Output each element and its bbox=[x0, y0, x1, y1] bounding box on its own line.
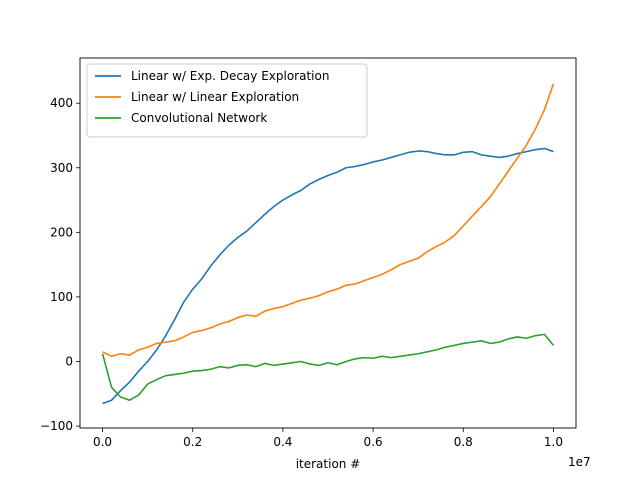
x-axis-ticks: 0.0 0.2 0.4 0.6 0.8 1.0 bbox=[93, 428, 563, 449]
x-tick-label: 0.8 bbox=[454, 435, 473, 449]
x-axis-label: iteration # bbox=[296, 457, 361, 471]
y-tick-label: 100 bbox=[50, 290, 73, 304]
series-line-2 bbox=[102, 83, 555, 358]
legend-entry: Convolutional Network bbox=[131, 111, 267, 125]
x-tick-label: 0.4 bbox=[273, 435, 292, 449]
y-tick-label: 300 bbox=[50, 161, 73, 175]
series-line-3 bbox=[101, 333, 555, 402]
plot-lines bbox=[101, 83, 555, 405]
x-tick-label: 0.0 bbox=[93, 435, 112, 449]
legend-box bbox=[86, 63, 368, 138]
y-tick-label: 0 bbox=[65, 354, 73, 368]
x-tick-label: 1.0 bbox=[544, 435, 563, 449]
x-axis-offset-label: 1e7 bbox=[568, 455, 591, 469]
y-axis-ticks: −100 0 100 200 300 400 bbox=[40, 96, 80, 433]
axes-frame bbox=[79, 57, 577, 429]
legend-entry: Linear w/ Linear Exploration bbox=[131, 90, 299, 104]
y-tick-label: 200 bbox=[50, 225, 73, 239]
legend-entry: Linear w/ Exp. Decay Exploration bbox=[131, 69, 329, 83]
y-tick-label: 400 bbox=[50, 96, 73, 110]
legend: Linear w/ Exp. Decay Exploration Linear w… bbox=[86, 63, 368, 138]
x-tick-label: 0.6 bbox=[364, 435, 383, 449]
series-line-1 bbox=[102, 147, 554, 405]
y-tick-label: −100 bbox=[40, 419, 73, 433]
x-tick-label: 0.2 bbox=[183, 435, 202, 449]
